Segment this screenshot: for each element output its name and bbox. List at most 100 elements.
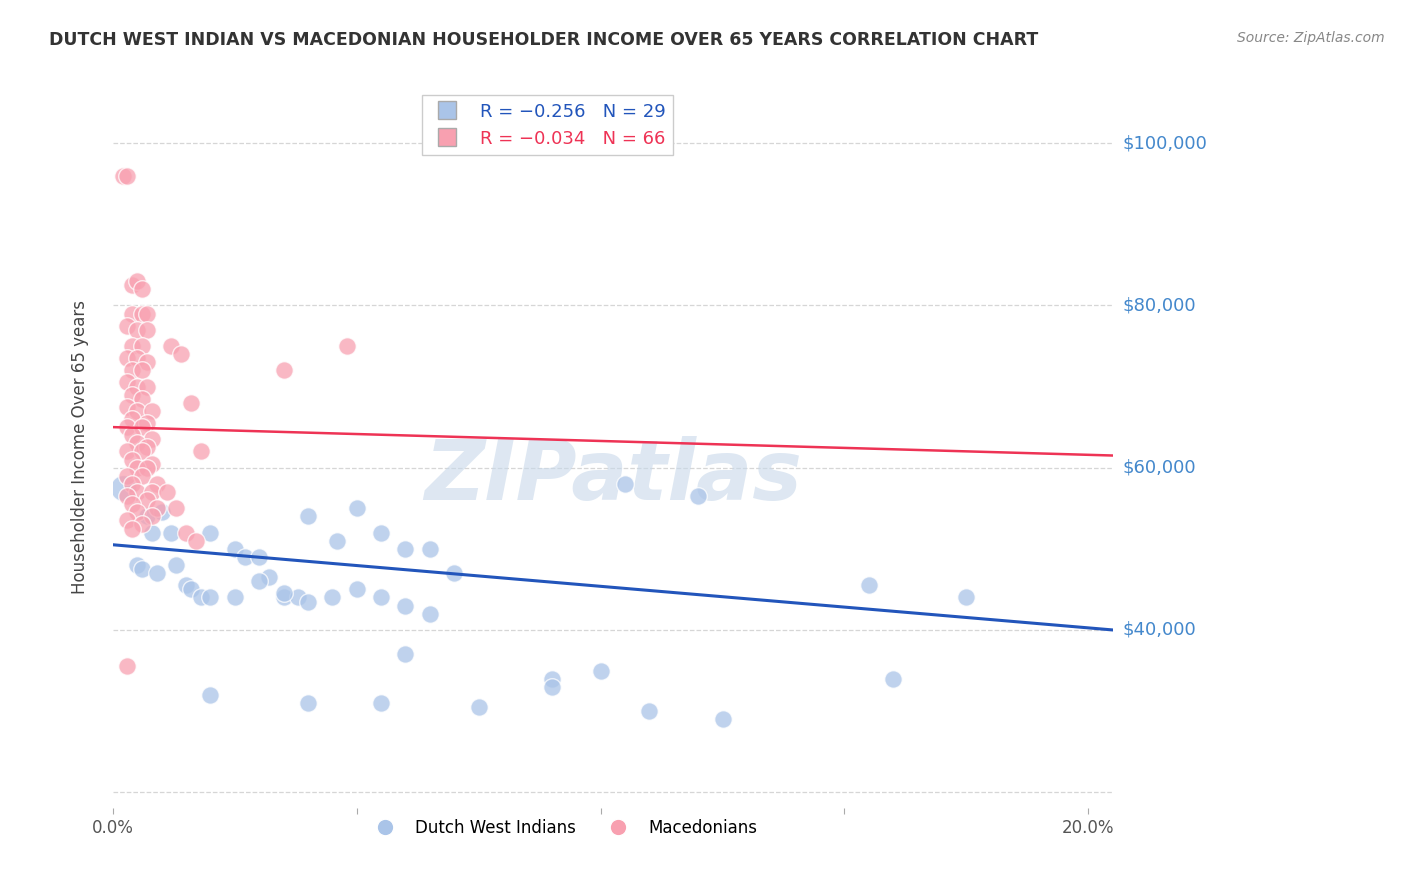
Point <box>247 574 270 589</box>
Point <box>121 363 143 377</box>
Point <box>394 648 416 662</box>
Point <box>127 436 149 450</box>
Point <box>190 444 212 458</box>
Point <box>141 525 163 540</box>
Point <box>419 607 441 621</box>
Point <box>247 549 270 564</box>
Point <box>127 379 149 393</box>
Point <box>117 318 139 333</box>
Point <box>131 306 153 320</box>
Point <box>141 485 163 500</box>
Point <box>136 323 159 337</box>
Point <box>170 347 193 361</box>
Point <box>150 505 173 519</box>
Text: Source: ZipAtlas.com: Source: ZipAtlas.com <box>1237 31 1385 45</box>
Point <box>165 558 187 572</box>
Legend: Dutch West Indians, Macedonians: Dutch West Indians, Macedonians <box>361 812 763 844</box>
Point <box>540 672 562 686</box>
Point <box>224 541 246 556</box>
Point <box>136 306 159 320</box>
Point <box>121 306 143 320</box>
Point <box>370 525 392 540</box>
Point <box>117 659 139 673</box>
Point <box>136 379 159 393</box>
Text: DUTCH WEST INDIAN VS MACEDONIAN HOUSEHOLDER INCOME OVER 65 YEARS CORRELATION CHA: DUTCH WEST INDIAN VS MACEDONIAN HOUSEHOL… <box>49 31 1039 49</box>
Point <box>394 541 416 556</box>
Point <box>136 441 159 455</box>
Point <box>200 688 222 702</box>
Point <box>297 594 319 608</box>
Point <box>145 477 167 491</box>
Text: $80,000: $80,000 <box>1122 296 1197 314</box>
Point <box>287 591 309 605</box>
Point <box>127 351 149 366</box>
Point <box>121 522 143 536</box>
Point <box>955 591 977 605</box>
Point <box>127 274 149 288</box>
Point <box>346 501 368 516</box>
Point <box>131 468 153 483</box>
Point <box>117 351 139 366</box>
Point <box>127 485 149 500</box>
Point <box>117 169 139 183</box>
Point <box>131 392 153 406</box>
Point <box>688 489 710 503</box>
Point <box>326 533 349 548</box>
Point <box>540 680 562 694</box>
Point <box>273 591 295 605</box>
Point <box>131 517 153 532</box>
Text: $60,000: $60,000 <box>1122 458 1197 476</box>
Point <box>131 420 153 434</box>
Point <box>160 339 183 353</box>
Point <box>145 501 167 516</box>
Point <box>136 509 159 524</box>
Point <box>141 509 163 524</box>
Point <box>121 387 143 401</box>
Point <box>200 591 222 605</box>
Point <box>297 509 319 524</box>
Point <box>190 591 212 605</box>
Point <box>141 404 163 418</box>
Point <box>257 570 280 584</box>
Point <box>121 412 143 426</box>
Point <box>711 712 734 726</box>
Point <box>858 578 880 592</box>
Point <box>121 278 143 293</box>
Point <box>297 696 319 710</box>
Point <box>117 513 139 527</box>
Point <box>136 493 159 508</box>
Point <box>117 400 139 414</box>
Point <box>419 541 441 556</box>
Point <box>336 339 359 353</box>
Point <box>121 428 143 442</box>
Point <box>117 376 139 390</box>
Text: $40,000: $40,000 <box>1122 621 1197 639</box>
Point <box>467 700 489 714</box>
Point <box>370 591 392 605</box>
Point <box>127 558 149 572</box>
Point <box>136 355 159 369</box>
Point <box>111 169 134 183</box>
Point <box>394 599 416 613</box>
Point <box>141 432 163 446</box>
Point <box>117 489 139 503</box>
Point <box>121 339 143 353</box>
Point <box>117 420 139 434</box>
Point <box>131 363 153 377</box>
Y-axis label: Householder Income Over 65 years: Householder Income Over 65 years <box>72 301 89 594</box>
Point <box>370 696 392 710</box>
Point <box>200 525 222 540</box>
Point <box>117 468 139 483</box>
Point <box>614 477 637 491</box>
Point <box>443 566 465 581</box>
Point <box>121 452 143 467</box>
Point <box>165 501 187 516</box>
Point <box>127 323 149 337</box>
Point <box>180 396 202 410</box>
Point <box>127 505 149 519</box>
Point <box>882 672 904 686</box>
Point <box>589 664 612 678</box>
Text: $100,000: $100,000 <box>1122 134 1208 153</box>
Point <box>224 591 246 605</box>
Point <box>155 485 177 500</box>
